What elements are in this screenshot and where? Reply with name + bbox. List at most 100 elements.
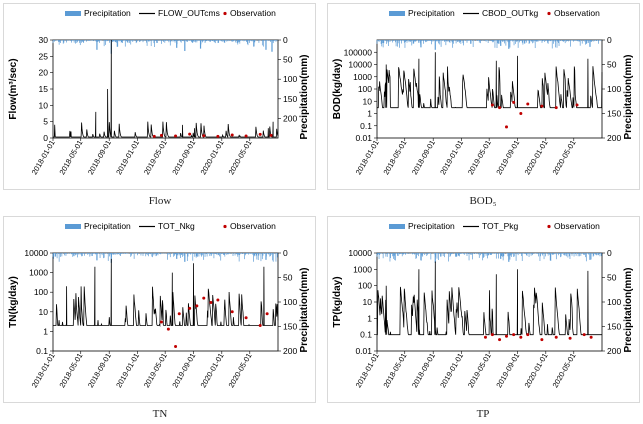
y-tick-label: 1000 — [353, 264, 372, 274]
y-tick-label: 100 — [358, 84, 372, 94]
x-tick-label: 2018-05-01 — [381, 352, 408, 390]
observation-point — [159, 133, 163, 137]
chart-panel-flow — [3, 3, 316, 190]
observation-point — [540, 338, 544, 342]
x-tick-label: 2020-01-01 — [523, 138, 550, 176]
x-tick-label: 2019-01-01 — [114, 352, 141, 390]
legend-observation-swatch — [547, 224, 551, 229]
y2-tick-label: 150 — [283, 322, 297, 332]
precipitation-series — [52, 40, 278, 54]
x-tick-label: 2018-01-01 — [30, 139, 57, 177]
precipitation-series — [376, 40, 602, 50]
y-tick-label: 25 — [39, 51, 49, 61]
legend-precipitation-label: Precipitation — [84, 8, 131, 18]
y2-tick-label: 200 — [607, 346, 621, 356]
x-tick-label: 2019-09-01 — [170, 352, 197, 390]
y-tick-label: 10000 — [24, 248, 48, 258]
caption-flow: Flow — [148, 195, 172, 207]
chart-tn: Precipitation TOT_Nkg Observation 0.1 1 10 100… — [8, 221, 310, 390]
observation-point — [589, 335, 593, 339]
observation-point — [568, 336, 572, 340]
observation-point — [490, 333, 494, 337]
observation-point — [152, 134, 156, 138]
y-tick-label: 10 — [39, 307, 49, 317]
y-tick-label: 100000 — [344, 47, 373, 57]
observation-point — [258, 132, 262, 136]
legend-precipitation-swatch — [389, 224, 405, 229]
observation-point — [230, 133, 234, 137]
observation-point — [195, 304, 199, 308]
y-tick-label: 100 — [34, 287, 48, 297]
y2-tick-label: 0 — [607, 35, 612, 45]
x-tick-label: 2019-05-01 — [466, 352, 493, 390]
observation-point — [540, 104, 544, 108]
caption-bod: BOD₅ — [469, 195, 497, 207]
observation-point — [512, 100, 516, 104]
y-axis-title: Flow(m³/sec) — [8, 58, 19, 119]
y2-axis-title: Precipitation(mm) — [299, 54, 310, 139]
y-tick-label: 10 — [363, 96, 373, 106]
legend: Precipitation TOT_Pkg Observation — [389, 221, 600, 231]
observation-point — [244, 316, 248, 320]
legend-model-label: TOT_Pkg — [482, 221, 518, 231]
x-tick-label: 2020-05-01 — [227, 352, 254, 390]
x-tick-label: 2019-09-01 — [170, 139, 197, 177]
y-tick-label: 0.1 — [36, 346, 48, 356]
legend-precipitation-label: Precipitation — [408, 221, 455, 231]
observation-point — [554, 335, 558, 339]
y-tick-label: 20 — [39, 68, 49, 78]
observation-point — [512, 333, 516, 337]
observation-point — [244, 134, 248, 138]
y-tick-label: 1000 — [29, 268, 48, 278]
observation-point — [519, 112, 523, 115]
observation-series — [490, 100, 579, 129]
observation-point — [188, 306, 192, 310]
plot-area — [52, 252, 279, 352]
observation-point — [159, 320, 163, 324]
x-tick-label: 2019-05-01 — [142, 352, 169, 390]
legend: Precipitation FLOW_OUTcms Observation — [65, 8, 276, 18]
x-tick-label: 2018-09-01 — [86, 352, 113, 390]
plot-area — [52, 39, 279, 139]
observation-point — [519, 335, 523, 339]
model-series-line — [377, 52, 603, 109]
y2-tick-label: 0 — [607, 248, 612, 258]
x-tick-label: 2018-09-01 — [410, 352, 437, 390]
y2-tick-label: 100 — [283, 297, 297, 307]
y2-tick-label: 50 — [283, 55, 293, 65]
y-axis-title: BOD(kg/day) — [332, 59, 343, 120]
observation-point — [575, 103, 579, 107]
y2-tick-label: 200 — [283, 346, 297, 356]
x-tick-label: 2020-05-01 — [227, 138, 254, 176]
legend-precipitation-swatch — [389, 11, 405, 16]
observation-point — [202, 134, 206, 138]
legend: Precipitation CBOD_OUTkg Observation — [389, 8, 600, 18]
observation-point — [498, 338, 502, 342]
precipitation-series — [376, 253, 602, 263]
y2-tick-label: 150 — [607, 322, 621, 332]
y2-tick-label: 200 — [283, 113, 297, 123]
observation-point — [483, 335, 487, 339]
y-tick-label: 1000 — [353, 72, 372, 82]
legend-observation-label: Observation — [230, 221, 276, 231]
observation-point — [216, 298, 220, 302]
x-tick-label: 2018-05-01 — [57, 139, 84, 177]
legend-precipitation-label: Precipitation — [84, 221, 131, 231]
y-tick-label: 0.1 — [360, 330, 372, 340]
y2-axis-title: Precipitation(mm) — [299, 267, 310, 352]
y2-tick-label: 150 — [607, 109, 621, 119]
legend-observation-swatch — [223, 11, 227, 16]
y-tick-label: 5 — [43, 117, 48, 127]
legend-observation-swatch — [223, 224, 227, 229]
caption-tn: TN — [152, 408, 168, 420]
x-tick-label: 2018-09-01 — [86, 139, 113, 177]
x-tick-label: 2020-01-01 — [523, 352, 550, 390]
observation-point — [582, 333, 586, 337]
observation-point — [174, 344, 178, 348]
observation-point — [498, 106, 502, 110]
y2-tick-label: 100 — [607, 297, 621, 307]
y-tick-label: 0.01 — [355, 133, 372, 143]
legend-precipitation-swatch — [65, 11, 81, 16]
y2-tick-label: 100 — [283, 74, 297, 84]
observation-point — [230, 310, 234, 314]
